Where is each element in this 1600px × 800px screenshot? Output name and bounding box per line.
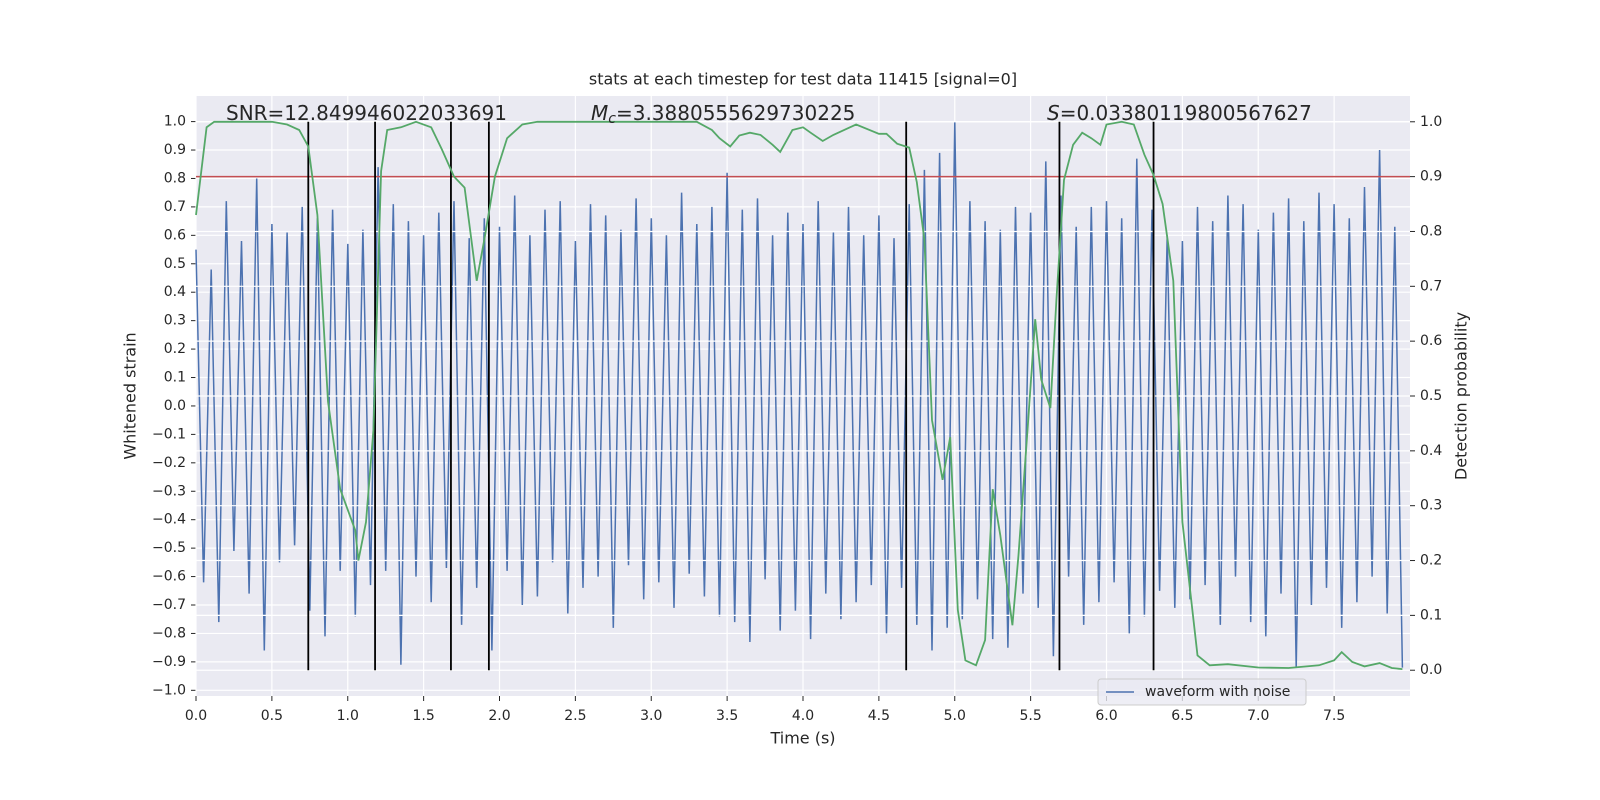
y-tick-label: 0.9 (164, 142, 186, 158)
x-tick-label: 6.5 (1171, 708, 1193, 724)
x-tick-label: 2.0 (488, 708, 510, 724)
y-tick-label: 0.6 (164, 227, 186, 243)
y-tick-label: −0.5 (152, 540, 186, 556)
y-tick-label: −0.6 (152, 569, 186, 585)
y2-tick-label: 0.5 (1420, 388, 1442, 404)
annotation: S=0.03380119800567627 (1047, 101, 1312, 125)
y2-tick-label: 0.7 (1420, 278, 1442, 294)
x-tick-label: 4.5 (868, 708, 890, 724)
annotation: SNR=12.849946022033691 (226, 101, 507, 125)
y2-tick-label: 1.0 (1420, 114, 1442, 130)
y2-tick-label: 0.8 (1420, 223, 1442, 239)
y2-tick-label: 0.4 (1420, 443, 1442, 459)
x-tick-label: 3.5 (716, 708, 738, 724)
y-tick-label: 0.8 (164, 170, 186, 186)
x-tick-label: 6.0 (1095, 708, 1117, 724)
y-tick-label: −0.1 (152, 426, 186, 442)
x-tick-label: 2.5 (564, 708, 586, 724)
y2-axis-label: Detection probability (1452, 312, 1471, 480)
y-tick-label: 0.7 (164, 199, 186, 215)
annotation-symbol: M (591, 101, 608, 125)
x-tick-label: 5.5 (1019, 708, 1041, 724)
probability-line (195, 120, 1403, 670)
y-tick-label: −0.7 (152, 597, 186, 613)
x-tick-label: 1.0 (337, 708, 359, 724)
y-tick-label: −0.3 (152, 483, 186, 499)
annotation: Mc=3.3880555629730225 (591, 101, 855, 128)
y-tick-label: 0.1 (164, 370, 186, 386)
y2-tick-label: 0.1 (1420, 607, 1442, 623)
y-tick-label: −0.4 (152, 512, 186, 528)
y-tick-label: 0.0 (164, 398, 186, 414)
y2-tick-label: 0.2 (1420, 553, 1442, 569)
y-tick-label: −0.8 (152, 625, 186, 641)
y-tick-label: −0.2 (152, 455, 186, 471)
x-tick-label: 3.0 (640, 708, 662, 724)
y-axis-label: Whitened strain (121, 332, 140, 459)
legend-label: waveform with noise (1145, 684, 1290, 700)
y2-tick-label: 0.3 (1420, 498, 1442, 514)
y-tick-label: 0.2 (164, 341, 186, 357)
annotation-text: SNR=12.849946022033691 (226, 101, 507, 125)
y2-tick-label: 0.0 (1420, 662, 1442, 678)
x-tick-label: 1.5 (412, 708, 434, 724)
x-axis-label: Time (s) (769, 729, 835, 748)
annotation-text: =3.3880555629730225 (616, 101, 855, 125)
y-tick-label: 0.4 (164, 284, 186, 300)
y2-tick-label: 0.9 (1420, 169, 1442, 185)
y-tick-label: −1.0 (152, 682, 186, 698)
x-tick-label: 0.5 (261, 708, 283, 724)
chart-title: stats at each timestep for test data 114… (589, 70, 1017, 89)
y-tick-label: 1.0 (164, 114, 186, 130)
legend-box (1097, 678, 1307, 706)
x-tick-label: 7.5 (1323, 708, 1345, 724)
annotation-subscript: c (608, 111, 616, 127)
x-tick-label: 0.0 (185, 708, 207, 724)
annotation-symbol: S (1047, 101, 1060, 125)
x-tick-label: 5.0 (944, 708, 966, 724)
y-tick-label: 0.3 (164, 313, 186, 329)
x-tick-label: 4.0 (792, 708, 814, 724)
y-tick-label: 0.5 (164, 256, 186, 272)
x-tick-label: 7.0 (1247, 708, 1269, 724)
y2-tick-label: 0.6 (1420, 333, 1442, 349)
y-tick-label: −0.9 (152, 654, 186, 670)
annotation-text: =0.03380119800567627 (1060, 101, 1312, 125)
